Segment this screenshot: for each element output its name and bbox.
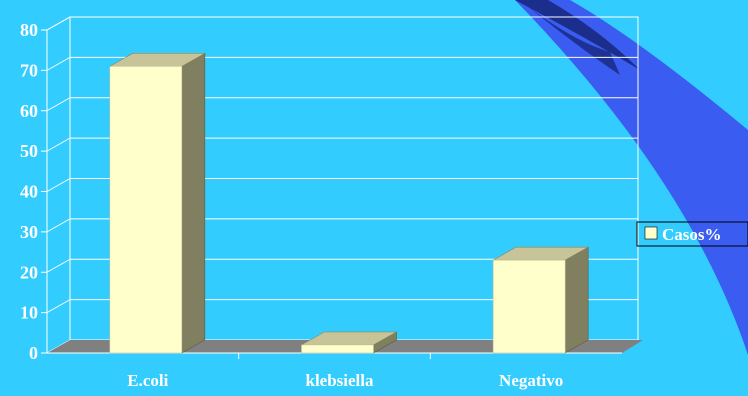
- gridline-depth: [46, 218, 71, 233]
- bar-front: [109, 66, 183, 354]
- y-tick-label: 10: [20, 303, 38, 323]
- y-axis-tick-labels: 0 10 20 30 40 50 60 70 80: [20, 20, 38, 363]
- gridline-depth: [46, 16, 71, 31]
- legend-box: [636, 221, 748, 247]
- y-tick-label: 0: [29, 343, 38, 363]
- bar-side: [564, 246, 589, 354]
- bar: [492, 246, 590, 354]
- bar: [108, 52, 206, 354]
- gridline-depth: [46, 56, 71, 71]
- gridline-depth: [46, 137, 71, 152]
- bar-front: [301, 344, 374, 354]
- y-tick-label: 60: [20, 101, 38, 121]
- gridline-depth: [46, 258, 71, 273]
- x-tick-label: E.coli: [127, 371, 168, 390]
- legend: Casos%: [636, 221, 748, 247]
- y-tick-label: 50: [20, 141, 38, 161]
- gridline-depth: [46, 178, 71, 192]
- y-tick-label: 70: [20, 60, 38, 80]
- bar-side: [181, 52, 206, 354]
- y-tick-label: 20: [20, 262, 38, 282]
- y-tick-label: 80: [20, 20, 38, 40]
- gridline-depth: [46, 97, 71, 112]
- bar-front: [492, 259, 566, 354]
- swoosh-dark-2: [520, 0, 620, 75]
- bars: [108, 52, 590, 354]
- x-tick-label: Negativo: [499, 371, 563, 390]
- bar: [300, 331, 398, 354]
- y-tick-label: 40: [20, 182, 38, 202]
- gridline-depth: [46, 299, 71, 314]
- y-tick-label: 30: [20, 222, 38, 242]
- legend-label: Casos%: [662, 225, 722, 244]
- legend-swatch: [644, 226, 658, 240]
- x-axis-category-labels: E.coli klebsiella Negativo: [127, 371, 563, 390]
- background-swoosh: [515, 0, 748, 355]
- swoosh-light: [515, 0, 748, 355]
- x-tick-label: klebsiella: [305, 371, 374, 390]
